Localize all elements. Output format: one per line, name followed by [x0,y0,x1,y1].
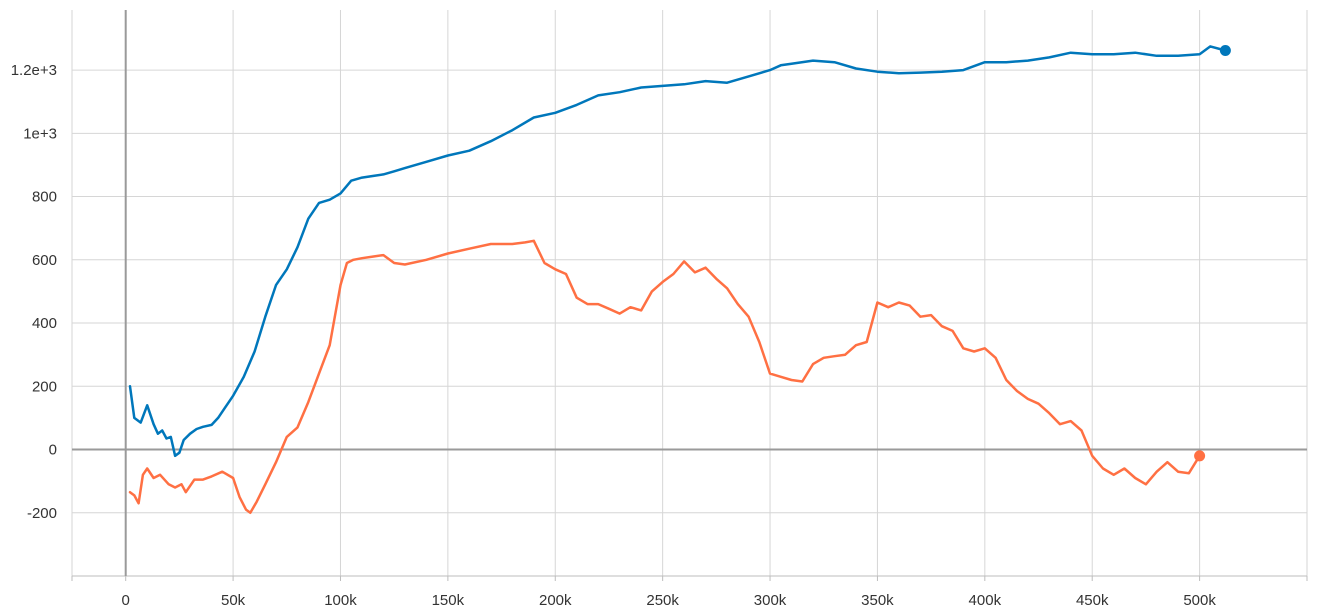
series-end-point-1[interactable] [1219,44,1231,56]
x-tick-label: 150k [432,592,465,607]
x-tick-label: 400k [969,592,1002,607]
y-tick-label: 600 [32,252,57,269]
x-tick-label: 450k [1076,592,1109,607]
x-tick-label: 0 [122,592,130,607]
y-tick-label: 400 [32,315,57,332]
x-tick-label: 350k [861,592,894,607]
x-tick-label: 50k [221,592,246,607]
series-line-2 [128,239,1201,515]
y-tick-label: 800 [32,189,57,206]
axes [71,10,1308,581]
grid-lines [71,10,1308,576]
y-tick-label: -200 [27,505,57,522]
x-tick-label: 200k [539,592,572,607]
series-line-1 [128,45,1227,458]
x-tick-label: 500k [1183,592,1216,607]
x-tick-label: 300k [754,592,787,607]
y-tick-label: 1.2e+3 [11,62,57,79]
tick-labels: 0 50k 100k 150k 200k 250k 300k 350k 400k 450k 500k… [11,62,1217,607]
x-tick-label: 250k [646,592,679,607]
y-tick-label: 200 [32,378,57,395]
x-tick-label: 100k [324,592,357,607]
y-tick-label: 0 [49,442,57,459]
series-end-point-2[interactable] [1194,450,1206,462]
series [128,44,1231,515]
y-tick-label: 1e+3 [23,125,57,142]
